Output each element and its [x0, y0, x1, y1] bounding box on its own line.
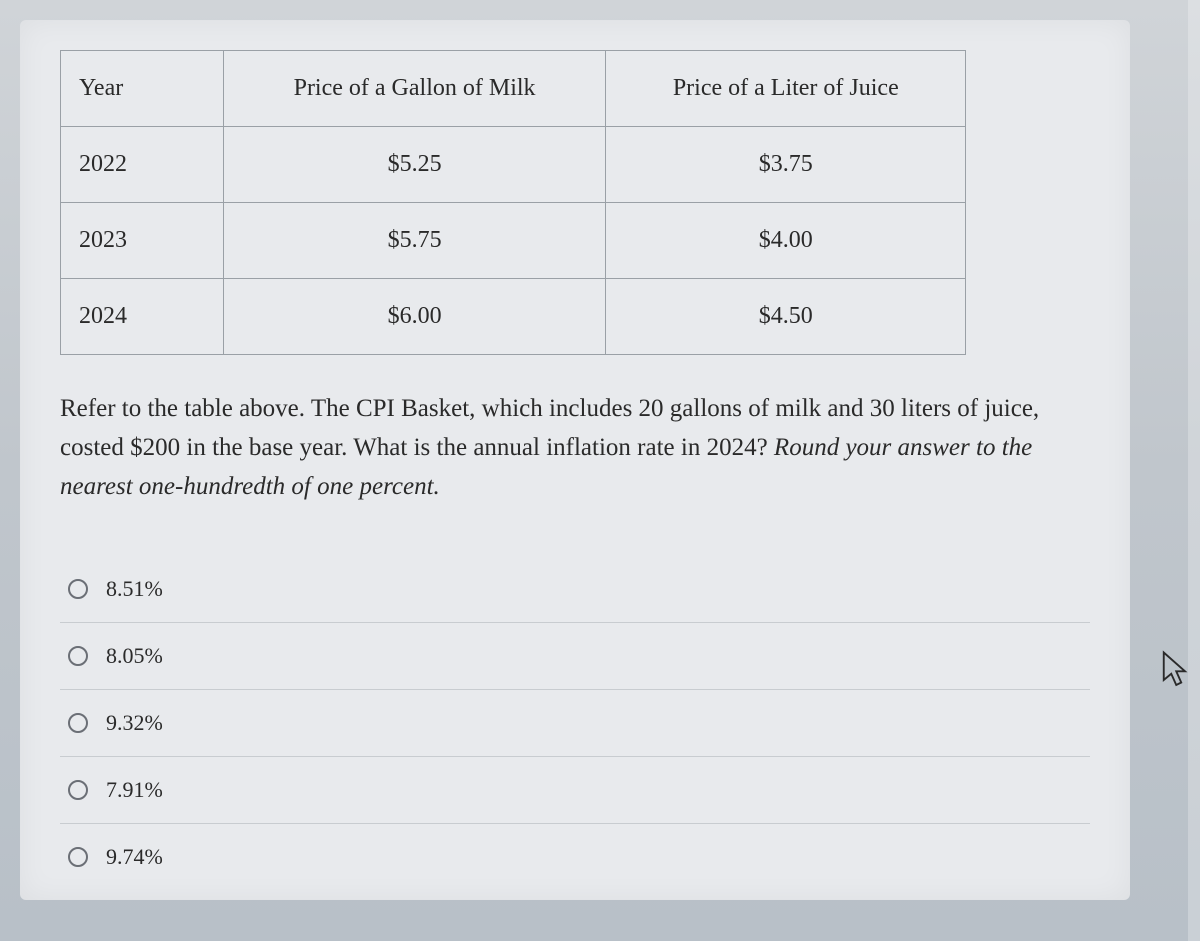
radio-icon[interactable] [68, 646, 88, 666]
cell-year: 2022 [61, 127, 224, 203]
cell-juice: $4.00 [606, 203, 966, 279]
cell-milk: $5.75 [223, 203, 605, 279]
col-header-year: Year [61, 51, 224, 127]
table-header-row: Year Price of a Gallon of Milk Price of … [61, 51, 966, 127]
option-label: 9.32% [106, 710, 163, 736]
radio-icon[interactable] [68, 847, 88, 867]
cell-milk: $5.25 [223, 127, 605, 203]
cell-milk: $6.00 [223, 279, 605, 355]
question-card: Year Price of a Gallon of Milk Price of … [20, 20, 1130, 900]
option-row-4[interactable]: 7.91% [60, 757, 1090, 824]
col-header-juice: Price of a Liter of Juice [606, 51, 966, 127]
cell-juice: $4.50 [606, 279, 966, 355]
cursor-icon [1160, 650, 1190, 690]
table-row: 2023 $5.75 $4.00 [61, 203, 966, 279]
cell-year: 2024 [61, 279, 224, 355]
option-row-5[interactable]: 9.74% [60, 824, 1090, 890]
col-header-milk: Price of a Gallon of Milk [223, 51, 605, 127]
option-row-2[interactable]: 8.05% [60, 623, 1090, 690]
cell-year: 2023 [61, 203, 224, 279]
table-row: 2022 $5.25 $3.75 [61, 127, 966, 203]
option-label: 8.05% [106, 643, 163, 669]
option-label: 7.91% [106, 777, 163, 803]
radio-icon[interactable] [68, 780, 88, 800]
question-text: Refer to the table above. The CPI Basket… [60, 390, 1090, 506]
option-label: 9.74% [106, 844, 163, 870]
table-row: 2024 $6.00 $4.50 [61, 279, 966, 355]
option-label: 8.51% [106, 576, 163, 602]
radio-icon[interactable] [68, 579, 88, 599]
option-row-3[interactable]: 9.32% [60, 690, 1090, 757]
option-row-1[interactable]: 8.51% [60, 556, 1090, 623]
price-table: Year Price of a Gallon of Milk Price of … [60, 50, 966, 355]
answer-options: 8.51% 8.05% 9.32% 7.91% 9.74% [60, 556, 1090, 890]
side-panel [1188, 0, 1200, 941]
radio-icon[interactable] [68, 713, 88, 733]
cell-juice: $3.75 [606, 127, 966, 203]
